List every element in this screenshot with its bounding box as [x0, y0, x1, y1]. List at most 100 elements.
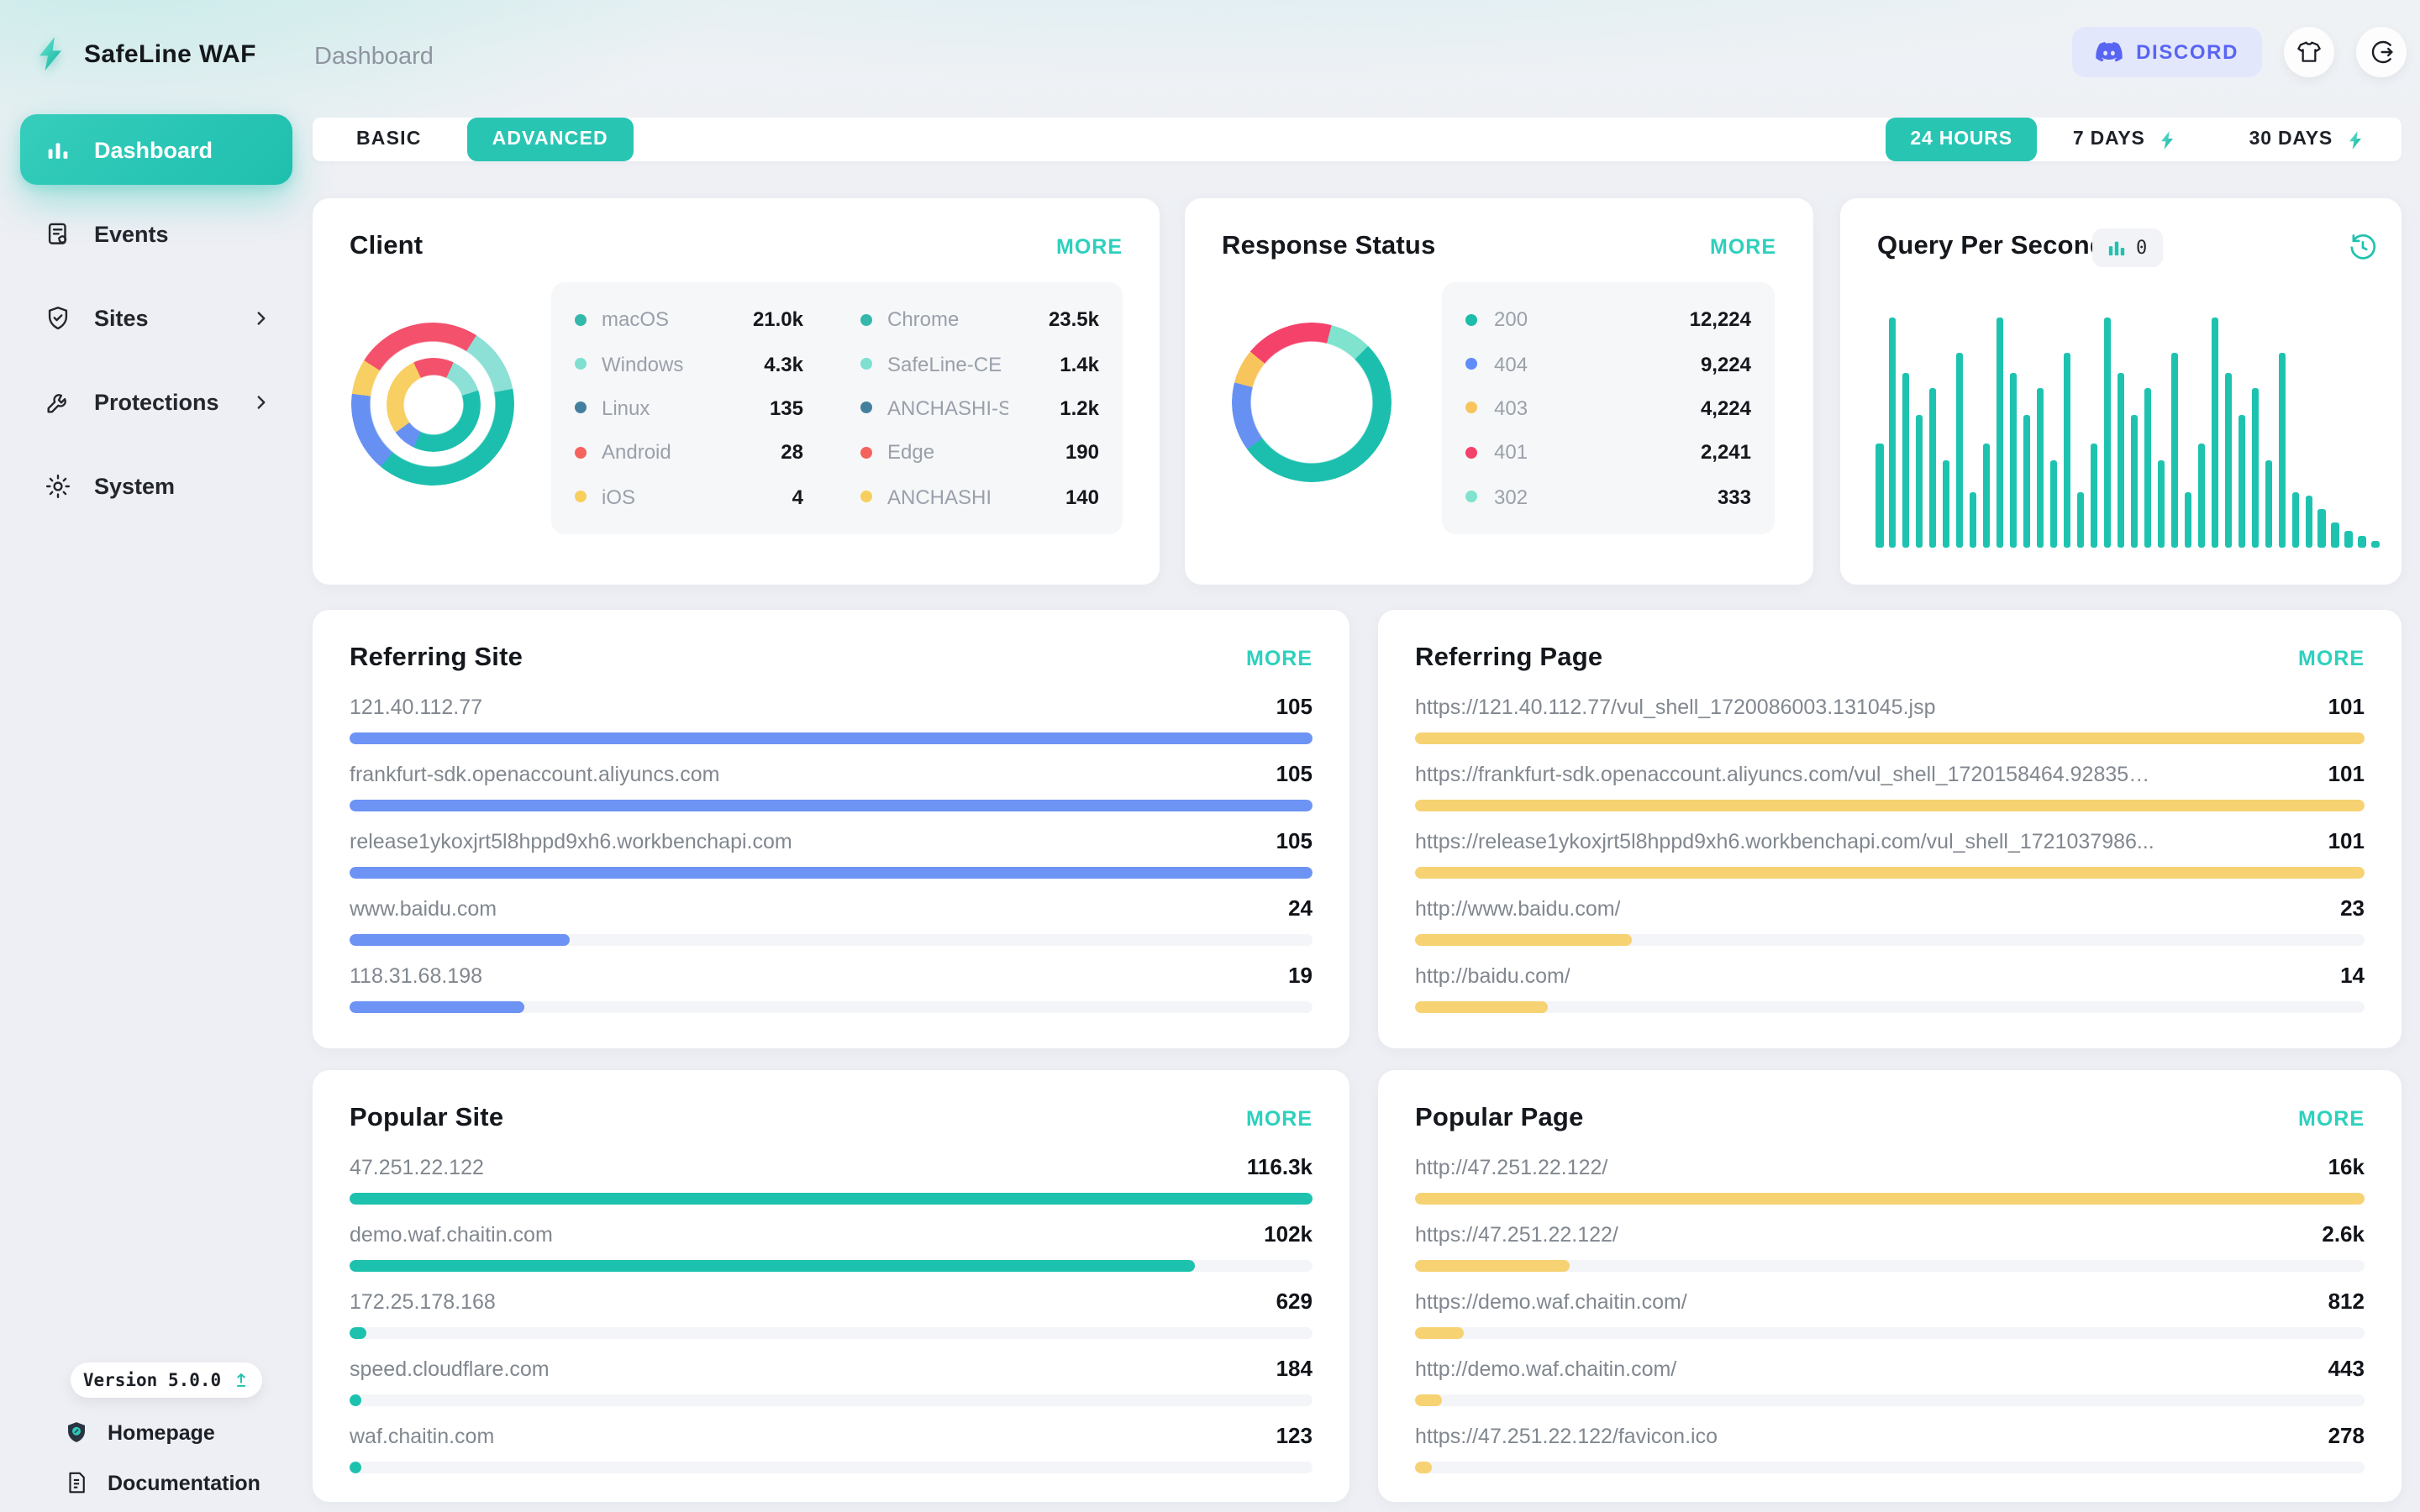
response-status-donut-chart — [1232, 323, 1392, 482]
stat-value: 24 — [1288, 895, 1313, 921]
qps-bar — [1915, 414, 1923, 548]
legend-dot-os — [575, 491, 587, 503]
stat-bar-track — [1415, 867, 2365, 879]
popular-site-more-link[interactable]: MORE — [1246, 1107, 1313, 1131]
popular-site-row: waf.chaitin.com 123 — [350, 1423, 1313, 1473]
qps-bar — [2184, 492, 2192, 548]
sidebar-item-sites[interactable]: Sites — [20, 282, 292, 353]
legend-label: Windows — [602, 352, 684, 376]
legend-dot-browser — [860, 402, 872, 414]
legend-label: 200 — [1494, 307, 1528, 332]
sidebar-item-events[interactable]: Events — [20, 198, 292, 269]
legend-value: 4.3k — [764, 352, 803, 376]
version-badge[interactable]: Version 5.0.0 — [71, 1362, 262, 1398]
stat-bar-fill — [1415, 800, 2365, 811]
legend-dot-status — [1465, 491, 1477, 503]
referring-page-row: https://121.40.112.77/vul_shell_17200860… — [1415, 694, 2365, 744]
stat-value: 23 — [2340, 895, 2365, 921]
response-status-card: Response Status MORE 200 12,224 404 9,22… — [1185, 198, 1813, 585]
referring-site-row: 121.40.112.77 105 — [350, 694, 1313, 744]
stat-bar-track — [350, 1260, 1313, 1272]
referring-page-list: https://121.40.112.77/vul_shell_17200860… — [1415, 694, 2365, 1030]
stat-label: https://demo.waf.chaitin.com/ — [1415, 1290, 1687, 1314]
legend-value: 1.2k — [1060, 396, 1099, 420]
qps-bar — [2009, 372, 2018, 548]
qps-card: Query Per Second 0 — [1840, 198, 2402, 585]
stat-bar-track — [1415, 1327, 2365, 1339]
legend-label: Linux — [602, 396, 650, 420]
stat-bar-track — [1415, 1193, 2365, 1205]
stat-label: https://47.251.22.122/ — [1415, 1223, 1618, 1247]
stat-bar-track — [350, 1462, 1313, 1473]
qps-bar — [2251, 388, 2260, 548]
popular-site-row: 172.25.178.168 629 — [350, 1289, 1313, 1339]
qps-bar — [2130, 414, 2139, 548]
home-shield-icon — [68, 1422, 85, 1442]
popular-page-more-link[interactable]: MORE — [2298, 1107, 2365, 1131]
sidebar-item-dashboard[interactable]: Dashboard — [20, 114, 292, 185]
stat-bar-track — [350, 867, 1313, 879]
popular-page-row: https://47.251.22.122/favicon.ico 278 — [1415, 1423, 2365, 1473]
referring-site-more-link[interactable]: MORE — [1246, 647, 1313, 670]
safeline-bolt-icon — [2344, 129, 2366, 150]
stat-value: 812 — [2328, 1289, 2365, 1314]
sidebar-item-protections[interactable]: Protections — [20, 366, 292, 437]
qps-title: Query Per Second — [1877, 232, 2106, 260]
stat-label: 172.25.178.168 — [350, 1290, 496, 1314]
stat-label: release1ykoxjrt5l8hppd9xh6.workbenchapi.… — [350, 830, 792, 853]
popular-page-title: Popular Page — [1415, 1104, 1584, 1132]
stat-value: 184 — [1276, 1356, 1313, 1381]
range-tab-7-days[interactable]: 7 DAYS — [2038, 118, 2214, 161]
stat-bar-track — [1415, 934, 2365, 946]
qps-bar — [2063, 352, 2071, 548]
legend-value: 23.5k — [1048, 307, 1099, 332]
referring-page-more-link[interactable]: MORE — [2298, 647, 2365, 670]
upgrade-arrow-icon — [236, 1373, 245, 1387]
stat-bar-track — [1415, 1001, 2365, 1013]
chart-bars-icon — [44, 135, 72, 164]
stat-value: 101 — [2328, 761, 2365, 786]
referring-site-row: frankfurt-sdk.openaccount.aliyuncs.com 1… — [350, 761, 1313, 811]
response-status-more-link[interactable]: MORE — [1710, 235, 1776, 259]
legend-dot-os — [575, 402, 587, 414]
qps-history-button[interactable] — [2348, 232, 2378, 262]
client-more-link[interactable]: MORE — [1056, 235, 1123, 259]
referring-site-list: 121.40.112.77 105 frankfurt-sdk.openacco… — [350, 694, 1313, 1030]
qps-bar — [2317, 508, 2326, 548]
range-tab-24-hours[interactable]: 24 HOURS — [1885, 118, 2038, 161]
legend-value: 9,224 — [1700, 352, 1751, 376]
tab-basic[interactable]: BASIC — [356, 129, 422, 150]
sidebar-item-label: System — [94, 473, 176, 498]
stat-label: https://47.251.22.122/favicon.ico — [1415, 1425, 1718, 1448]
referring-page-row: http://baidu.com/ 14 — [1415, 963, 2365, 1013]
qps-bar — [1942, 459, 1950, 548]
qps-bar — [2197, 444, 2206, 548]
discord-button[interactable]: DISCORD — [2072, 27, 2262, 77]
sidebar-link-documentation[interactable]: Documentation — [64, 1470, 260, 1495]
response-status-title: Response Status — [1222, 232, 1436, 260]
logout-button[interactable] — [2356, 27, 2407, 77]
qps-bar — [1928, 388, 1937, 548]
sidebar: SafeLine WAF Dashboard Events Sites Prot… — [0, 0, 313, 1512]
theme-tshirt-button[interactable] — [2284, 27, 2334, 77]
referring-page-row: http://www.baidu.com/ 23 — [1415, 895, 2365, 946]
tab-advanced[interactable]: ADVANCED — [466, 118, 634, 161]
stat-value: 19 — [1288, 963, 1313, 988]
tools-icon — [44, 387, 72, 416]
qps-bar — [2278, 352, 2286, 548]
referring-site-title: Referring Site — [350, 643, 523, 672]
legend-dot-browser — [860, 313, 872, 326]
sidebar-link-homepage[interactable]: Homepage — [64, 1420, 215, 1445]
shield-check-icon — [44, 303, 72, 332]
stat-bar-fill — [350, 1327, 367, 1339]
legend-value: 28 — [781, 440, 803, 465]
referring-site-card: Referring Site MORE 121.40.112.77 105 fr… — [313, 610, 1349, 1048]
stat-value: 101 — [2328, 694, 2365, 719]
range-tab-30-days[interactable]: 30 DAYS — [2214, 118, 2402, 161]
popular-page-row: https://47.251.22.122/ 2.6k — [1415, 1221, 2365, 1272]
stat-bar-track — [350, 1001, 1313, 1013]
sidebar-item-system[interactable]: System — [20, 450, 292, 521]
top-actions: DISCORD — [2072, 27, 2407, 77]
range-tab-label: 7 DAYS — [2072, 129, 2145, 150]
legend-dot-os — [575, 358, 587, 370]
